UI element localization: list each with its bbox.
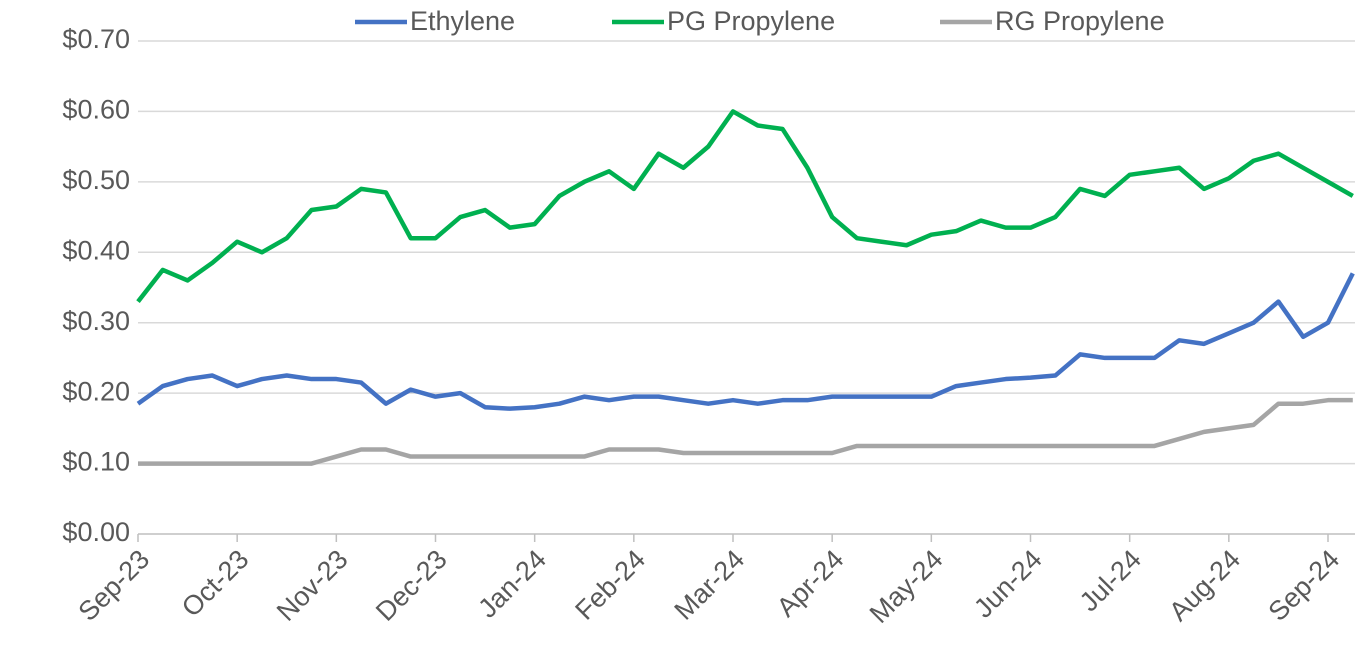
y-tick-label: $0.30 bbox=[62, 306, 130, 336]
line-series bbox=[136, 272, 1355, 411]
x-tick-label: Jun-24 bbox=[968, 544, 1048, 624]
x-tick-label: Oct-23 bbox=[176, 544, 255, 623]
y-tick-label: $0.20 bbox=[62, 376, 130, 406]
x-tick-label: Sep-23 bbox=[72, 544, 155, 627]
legend-label: PG Propylene bbox=[667, 6, 835, 36]
x-tick-label: Jul-24 bbox=[1074, 544, 1147, 617]
x-tick-label: Aug-24 bbox=[1163, 544, 1246, 627]
legend-label: RG Propylene bbox=[995, 6, 1165, 36]
x-tick-label: May-24 bbox=[864, 544, 949, 629]
x-tick-label: Jan-24 bbox=[472, 544, 552, 624]
x-tick-label: Nov-23 bbox=[271, 544, 354, 627]
line-series bbox=[136, 109, 1354, 303]
line-series bbox=[138, 397, 1353, 466]
x-tick-label: Apr-24 bbox=[771, 544, 850, 623]
y-tick-label: $0.70 bbox=[62, 24, 130, 54]
y-tick-label: $0.00 bbox=[62, 517, 130, 547]
y-tick-label: $0.40 bbox=[62, 235, 130, 265]
x-tick-label: Feb-24 bbox=[569, 544, 651, 626]
legend-label: Ethylene bbox=[410, 6, 515, 36]
x-tick-label: Sep-24 bbox=[1262, 544, 1345, 627]
x-tick-label: Dec-23 bbox=[370, 544, 453, 627]
y-tick-label: $0.60 bbox=[62, 95, 130, 125]
y-tick-label: $0.50 bbox=[62, 165, 130, 195]
y-tick-label: $0.10 bbox=[62, 447, 130, 477]
x-tick-label: Mar-24 bbox=[669, 544, 751, 626]
